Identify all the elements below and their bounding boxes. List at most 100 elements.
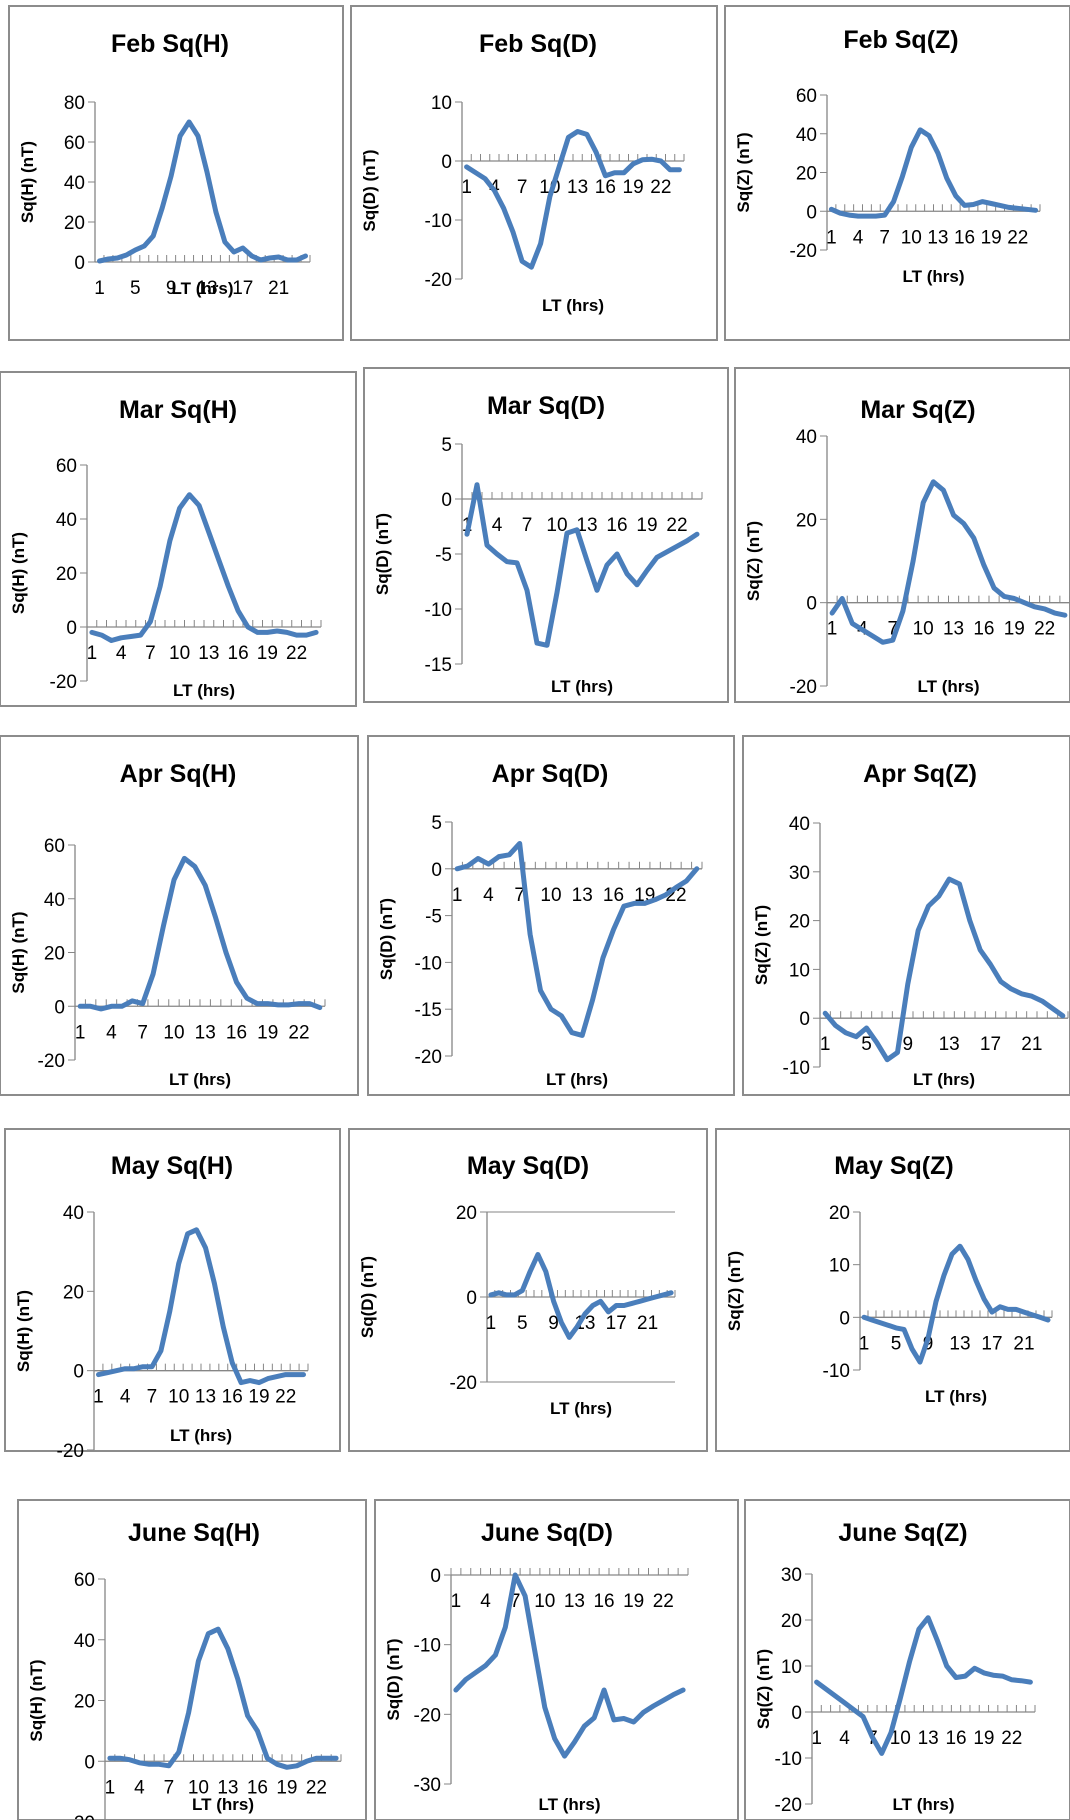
x-axis-label: LT (hrs) bbox=[542, 296, 604, 315]
y-tick-label: 20 bbox=[796, 510, 817, 531]
x-tick-label: 10 bbox=[188, 1777, 209, 1798]
x-tick-label: 5 bbox=[891, 1333, 902, 1354]
chart-frame bbox=[724, 5, 1070, 341]
series-line bbox=[96, 1227, 306, 1386]
x-tick-label: 17 bbox=[232, 278, 253, 299]
x-tick-label: 17 bbox=[980, 1034, 1001, 1055]
chart-title: Mar Sq(Z) bbox=[860, 396, 975, 424]
chart-panel-13: June Sq(D) -30 -20 -10 01 4 7 10 13 16 19 22 LT (hrs… bbox=[374, 1499, 739, 1820]
x-tick-label: 1 bbox=[811, 1728, 822, 1749]
x-tick-label: 21 bbox=[268, 278, 289, 299]
y-tick-label: 20 bbox=[829, 1203, 850, 1224]
y-tick-label: -10 bbox=[775, 1749, 802, 1770]
y-tick-label: 0 bbox=[73, 1362, 84, 1383]
series-line bbox=[861, 1243, 1051, 1365]
chart-frame bbox=[742, 735, 1070, 1096]
x-tick-label: 13 bbox=[195, 1022, 216, 1043]
y-tick-label: 0 bbox=[441, 152, 452, 173]
chart-title: Apr Sq(D) bbox=[492, 760, 609, 788]
x-tick-label: 4 bbox=[134, 1777, 145, 1798]
y-tick-label: 0 bbox=[430, 1566, 441, 1587]
chart-title: Mar Sq(D) bbox=[487, 392, 605, 420]
x-tick-label: 1 bbox=[452, 885, 463, 906]
x-axis-label: LT (hrs) bbox=[913, 1070, 975, 1089]
x-tick-label: 19 bbox=[1004, 619, 1025, 640]
y-axis-label: Sq(D) (nT) bbox=[360, 149, 379, 231]
y-tick-label: 40 bbox=[796, 427, 817, 448]
x-tick-label: 21 bbox=[1021, 1034, 1042, 1055]
chart-frame bbox=[374, 1499, 739, 1820]
y-tick-label: 0 bbox=[806, 202, 817, 223]
x-tick-label: 1 bbox=[461, 177, 472, 198]
x-tick-label: 13 bbox=[943, 619, 964, 640]
x-tick-label: 19 bbox=[973, 1728, 994, 1749]
chart-panel-9: May Sq(H) -20 0 20 40 1 4 7 10 13 16 19 22 LT (hrs) Sq… bbox=[4, 1128, 341, 1462]
x-axis-label: LT (hrs) bbox=[173, 681, 235, 700]
x-tick-label: 13 bbox=[939, 1034, 960, 1055]
y-tick-label: -10 bbox=[425, 600, 452, 621]
x-tick-label: 4 bbox=[853, 227, 864, 248]
x-tick-label: 19 bbox=[248, 1387, 269, 1408]
x-tick-label: 13 bbox=[196, 278, 217, 299]
x-tick-label: 17 bbox=[606, 1313, 627, 1334]
series-line bbox=[97, 119, 308, 264]
y-tick-label: 60 bbox=[56, 456, 77, 477]
x-tick-label: 22 bbox=[1007, 227, 1028, 248]
x-tick-label: 16 bbox=[247, 1777, 268, 1798]
chart-title: Apr Sq(H) bbox=[120, 760, 237, 788]
chart-frame bbox=[367, 735, 735, 1096]
y-axis-label: Sq(Z) (nT) bbox=[744, 521, 763, 601]
x-tick-label: 22 bbox=[1034, 619, 1055, 640]
x-tick-label: 1 bbox=[94, 278, 105, 299]
y-tick-label: 0 bbox=[54, 997, 65, 1018]
x-tick-label: 22 bbox=[666, 515, 687, 536]
x-tick-label: 16 bbox=[606, 515, 627, 536]
y-axis-label: Sq(H) (nT) bbox=[9, 911, 28, 993]
x-tick-label: 7 bbox=[514, 885, 525, 906]
chart-title: Feb Sq(Z) bbox=[843, 26, 958, 54]
y-tick-label: 0 bbox=[806, 594, 817, 615]
x-tick-label: 9 bbox=[903, 1034, 914, 1055]
y-tick-label: 60 bbox=[796, 86, 817, 107]
series-line bbox=[828, 127, 1039, 219]
y-tick-label: 20 bbox=[56, 564, 77, 585]
x-tick-label: 13 bbox=[927, 227, 948, 248]
x-axis-label: LT (hrs) bbox=[550, 1399, 612, 1418]
y-axis-label: Sq(Z) (nT) bbox=[725, 1251, 744, 1331]
x-axis-label: LT (hrs) bbox=[902, 267, 964, 286]
x-tick-label: 4 bbox=[492, 515, 503, 536]
y-tick-label: 20 bbox=[64, 213, 85, 234]
y-tick-label: -20 bbox=[415, 1047, 442, 1068]
x-tick-label: 13 bbox=[567, 177, 588, 198]
x-tick-label: 10 bbox=[168, 1387, 189, 1408]
x-tick-label: 1 bbox=[451, 1591, 462, 1612]
y-axis-label: Sq(H) (nT) bbox=[9, 532, 28, 614]
x-tick-label: 16 bbox=[593, 1591, 614, 1612]
x-tick-label: 7 bbox=[888, 619, 899, 640]
x-tick-label: 21 bbox=[1013, 1333, 1034, 1354]
x-tick-label: 19 bbox=[981, 227, 1002, 248]
y-tick-label: 0 bbox=[839, 1308, 850, 1329]
y-tick-label: 40 bbox=[789, 814, 810, 835]
x-tick-label: 16 bbox=[595, 177, 616, 198]
y-tick-label: 60 bbox=[64, 133, 85, 154]
y-tick-label: 40 bbox=[44, 890, 65, 911]
y-tick-label: 40 bbox=[56, 510, 77, 531]
y-tick-label: -20 bbox=[425, 270, 452, 291]
y-tick-label: 40 bbox=[74, 1631, 95, 1652]
x-axis-label: LT (hrs) bbox=[192, 1795, 254, 1814]
series-line bbox=[829, 479, 1068, 645]
x-tick-label: 7 bbox=[522, 515, 533, 536]
chart-title: May Sq(D) bbox=[467, 1152, 589, 1180]
y-axis-label: Sq(D) (nT) bbox=[373, 513, 392, 595]
x-tick-label: 19 bbox=[623, 1591, 644, 1612]
y-axis-label: Sq(D) (nT) bbox=[377, 898, 396, 980]
y-axis-label: Sq(D) (nT) bbox=[358, 1256, 377, 1338]
x-tick-label: 16 bbox=[226, 1022, 247, 1043]
chart-title: Feb Sq(D) bbox=[479, 30, 597, 58]
chart-title: May Sq(Z) bbox=[834, 1152, 953, 1180]
x-tick-label: 22 bbox=[1001, 1728, 1022, 1749]
x-tick-label: 19 bbox=[636, 515, 657, 536]
